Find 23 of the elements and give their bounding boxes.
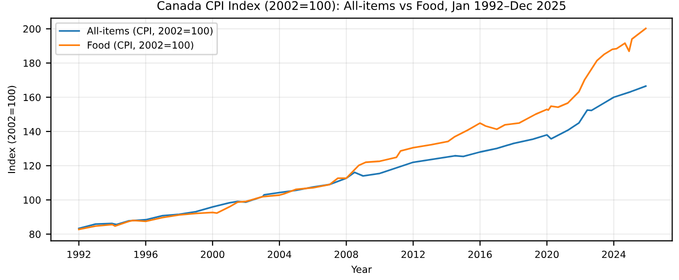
x-tick-label: 2012 [402,250,425,258]
y-tick-label: 120 [24,162,41,170]
line-series [78,85,647,230]
y-tick-label: 160 [24,94,41,102]
legend-label: All-items (CPI, 2002=100) [86,26,212,36]
y-tick-label: 180 [24,60,41,67]
x-tick-label: 1996 [134,250,158,258]
chart-title: Canada CPI Index (2002=100): All-items vs Food, Jan 1992–Dec 2025 [157,0,566,12]
y-axis-title: Index (2002=100) [8,86,16,173]
x-tick-label: 2016 [468,250,492,258]
legend-label: Food (CPI, 2002=100) [88,41,194,50]
x-tick-label: 2000 [200,250,224,258]
x-tick-label: 2004 [268,250,292,258]
y-tick-label: 80 [29,230,41,238]
x-tick-label: 1992 [68,250,90,258]
line-series [78,28,647,230]
y-tick-label: 140 [24,128,41,136]
y-tick-label: 200 [23,25,41,33]
x-tick-label: 2024 [602,250,626,258]
x-tick-label: 2020 [535,250,559,258]
x-axis-title: Year [351,266,372,274]
x-tick-label: 2008 [334,250,358,258]
y-tick-label: 100 [24,196,41,204]
